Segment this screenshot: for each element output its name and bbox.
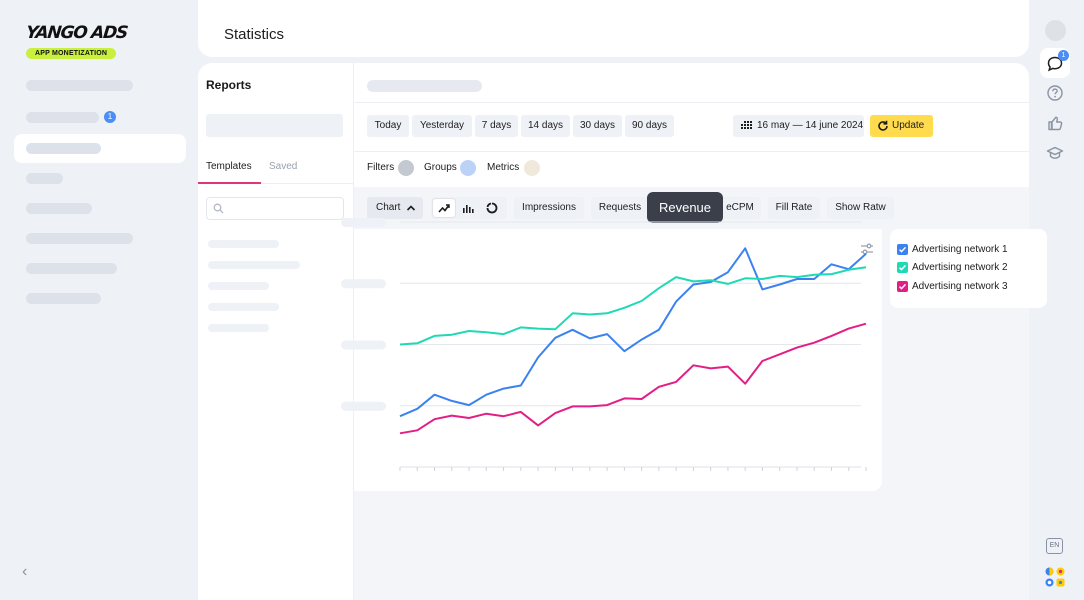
chart-type-switcher <box>431 197 507 219</box>
header: Statistics <box>198 0 1029 57</box>
legend-label: Advertising network 2 <box>912 262 1008 273</box>
view-select-label: Chart <box>376 202 401 213</box>
divider <box>354 151 1029 152</box>
date-range-label: 16 may — 14 june 2024 <box>757 120 864 131</box>
sidebar-item-2[interactable] <box>26 112 99 123</box>
avatar[interactable] <box>1045 20 1066 41</box>
bar-chart-button[interactable] <box>457 199 479 217</box>
metric-ecpm-button[interactable]: eCPM <box>719 197 761 219</box>
filters-label[interactable]: Filters <box>367 162 395 173</box>
update-button[interactable]: Update <box>870 115 933 137</box>
apps-icon[interactable] <box>1044 566 1066 588</box>
chart-legend: Advertising network 1 Advertising networ… <box>890 229 1047 308</box>
sidebar-notification-badge: 1 <box>104 111 116 123</box>
legend-label: Advertising network 1 <box>912 244 1008 255</box>
refresh-icon <box>878 120 888 131</box>
sidebar-item-6[interactable] <box>26 233 133 244</box>
chat-badge: 1 <box>1058 50 1069 61</box>
divider <box>354 102 1029 103</box>
reports-panel-bottom <box>198 493 353 600</box>
logo-badge: APP MONETIZATION <box>26 48 117 59</box>
template-list-item[interactable] <box>208 303 279 311</box>
sidebar-item-4[interactable] <box>26 173 63 184</box>
period-yesterday-button[interactable]: Yesterday <box>412 115 472 137</box>
logo-wordmark: YANGO ADS <box>24 23 129 43</box>
sidebar-item-3[interactable] <box>26 143 101 154</box>
metric-show-rate-button[interactable]: Show Ratw <box>827 197 894 219</box>
bar-chart-icon <box>463 205 474 213</box>
metric-fill-rate-button[interactable]: Fill Rate <box>768 197 820 219</box>
filters-toggle[interactable] <box>398 160 414 176</box>
legend-item-network-1[interactable]: Advertising network 1 <box>897 244 1008 255</box>
template-list-item[interactable] <box>208 261 300 269</box>
template-search-input[interactable] <box>207 198 343 219</box>
reports-selector[interactable] <box>206 114 343 137</box>
active-tab-indicator <box>198 182 261 184</box>
thumbs-up-icon[interactable] <box>1046 114 1064 132</box>
template-list-item[interactable] <box>208 240 279 248</box>
reports-title: Reports <box>206 78 252 92</box>
checkbox-checked-icon[interactable] <box>897 244 908 255</box>
sidebar-item-8[interactable] <box>26 293 101 304</box>
legend-item-network-3[interactable]: Advertising network 3 <box>897 281 1008 292</box>
sidebar-item-5[interactable] <box>26 203 92 214</box>
legend-label: Advertising network 3 <box>912 281 1008 292</box>
pie-chart-button[interactable] <box>481 199 503 217</box>
calendar-icon <box>741 121 752 129</box>
report-name-placeholder <box>367 80 482 92</box>
main-panel: Reports Templates Saved Today Yesterday … <box>198 63 1047 600</box>
logo[interactable]: YANGO ADS APP MONETIZATION <box>24 23 129 60</box>
graduation-cap-icon[interactable] <box>1046 144 1064 162</box>
groups-label[interactable]: Groups <box>424 162 457 173</box>
view-select[interactable]: Chart <box>367 197 423 219</box>
language-switcher[interactable]: EN <box>1046 538 1063 554</box>
metrics-label[interactable]: Metrics <box>487 162 520 173</box>
period-14-days-button[interactable]: 14 days <box>521 115 570 137</box>
checkbox-checked-icon[interactable] <box>897 262 908 273</box>
sidebar-item-1[interactable] <box>26 80 133 91</box>
period-today-button[interactable]: Today <box>367 115 409 137</box>
tab-templates[interactable]: Templates <box>206 161 252 172</box>
date-range-picker[interactable]: 16 may — 14 june 2024 <box>733 115 864 137</box>
update-label: Update <box>892 120 925 131</box>
search-icon <box>213 203 224 214</box>
groups-toggle[interactable] <box>460 160 476 176</box>
sidebar: YANGO ADS APP MONETIZATION 1 ‹ <box>0 0 198 600</box>
chart-settings-icon[interactable] <box>860 242 874 256</box>
help-icon[interactable] <box>1046 84 1064 102</box>
period-30-days-button[interactable]: 30 days <box>573 115 622 137</box>
sidebar-item-7[interactable] <box>26 263 117 274</box>
reports-tabs: Templates Saved <box>198 161 353 184</box>
line-chart-icon <box>438 204 450 213</box>
template-list-item[interactable] <box>208 282 269 290</box>
metric-requests-button[interactable]: Requests <box>591 197 649 219</box>
template-list-item[interactable] <box>208 324 269 332</box>
chat-icon <box>1047 56 1063 72</box>
collapse-sidebar-button[interactable]: ‹ <box>22 563 28 580</box>
chart-card <box>354 229 882 491</box>
metric-tooltip: Revenue <box>647 192 723 223</box>
period-7-days-button[interactable]: 7 days <box>475 115 518 137</box>
donut-chart-icon <box>486 202 498 214</box>
metrics-toggle[interactable] <box>524 160 540 176</box>
panel-divider <box>353 63 354 600</box>
period-90-days-button[interactable]: 90 days <box>625 115 674 137</box>
page-title: Statistics <box>224 26 285 43</box>
tab-saved[interactable]: Saved <box>269 161 298 172</box>
chevron-up-icon <box>406 205 416 211</box>
legend-item-network-2[interactable]: Advertising network 2 <box>897 262 1008 273</box>
template-search-field[interactable] <box>206 197 344 220</box>
line-chart-button[interactable] <box>433 199 455 217</box>
checkbox-checked-icon[interactable] <box>897 281 908 292</box>
metric-impressions-button[interactable]: Impressions <box>514 197 584 219</box>
